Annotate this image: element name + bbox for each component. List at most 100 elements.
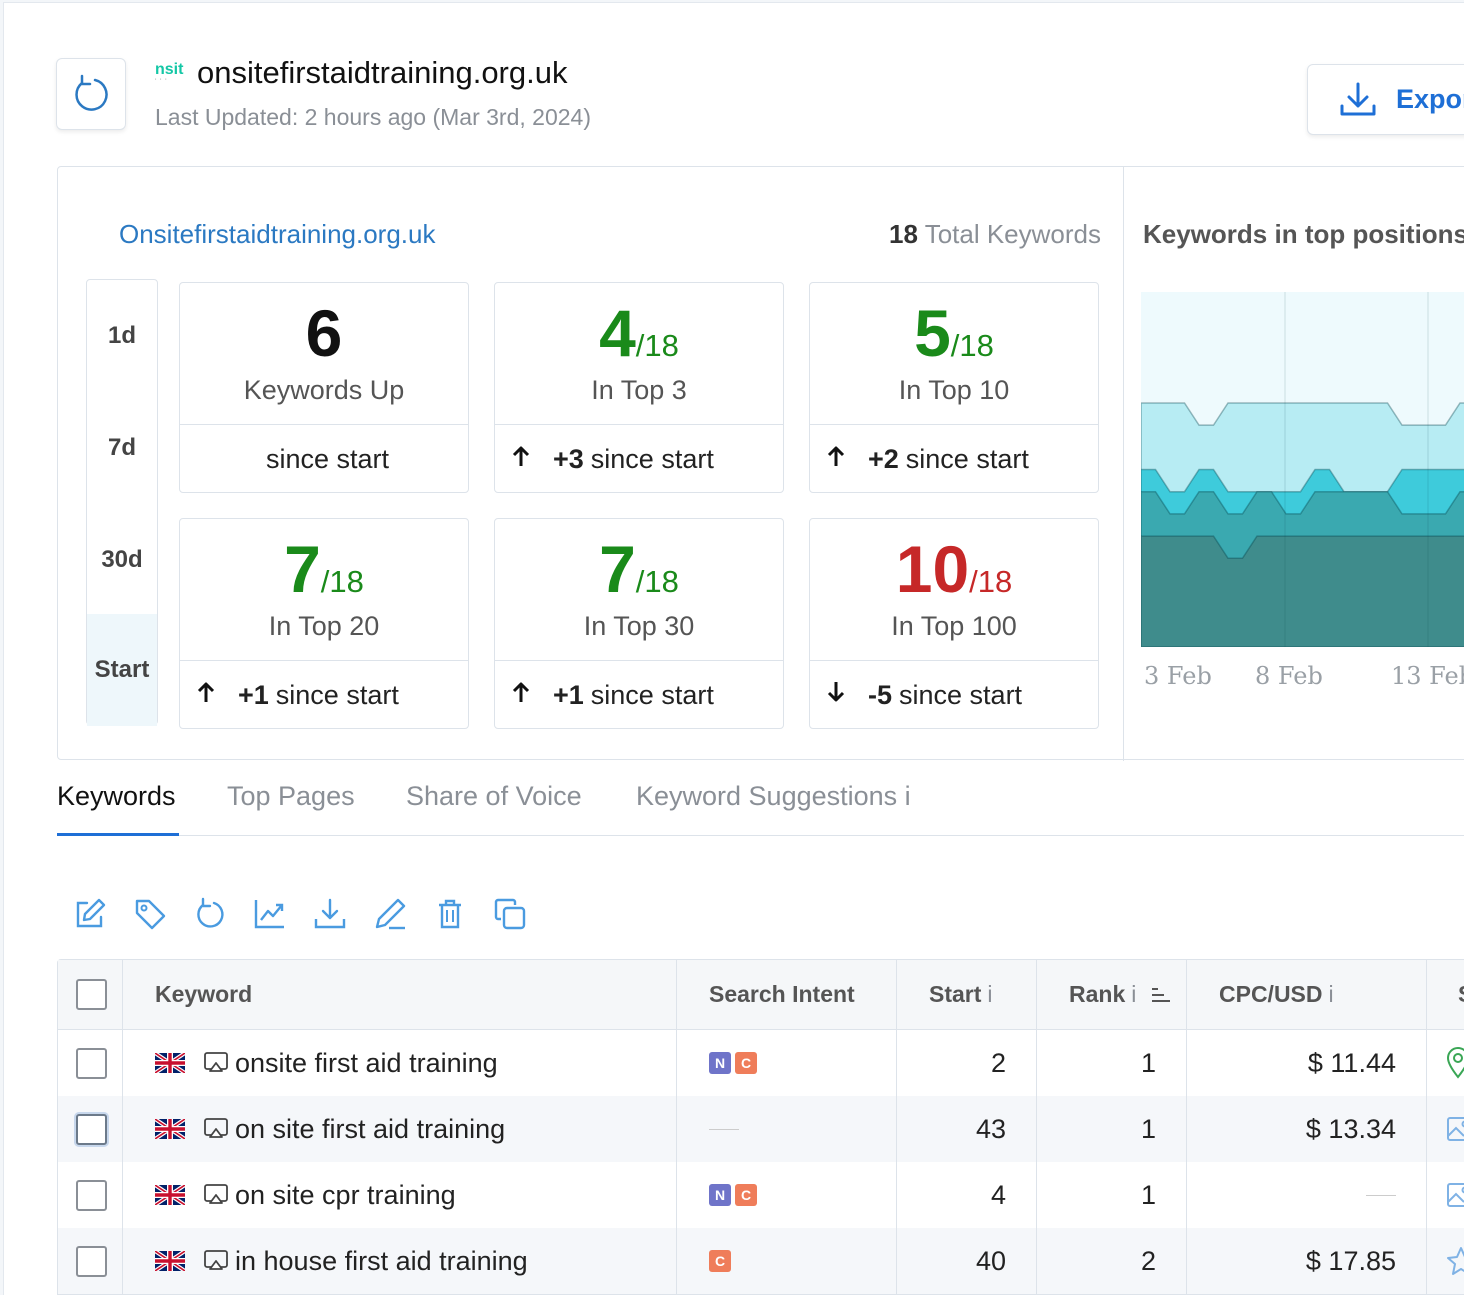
row-select-cell — [76, 1228, 107, 1294]
column-header-search-intent[interactable]: Search Intent — [709, 981, 855, 1007]
row-checkbox[interactable] — [76, 1179, 107, 1211]
stat-card-top: 6 Keywords Up — [180, 283, 468, 425]
start-value: 43 — [975, 1113, 1006, 1144]
tab-top-pages[interactable]: Top Pages — [227, 781, 355, 811]
cpc-value: $ 11.44 — [1307, 1047, 1396, 1078]
total-keywords: 18 Total Keywords — [889, 219, 1101, 250]
image-icon — [1447, 1117, 1464, 1141]
row-select-cell — [76, 1162, 107, 1228]
row-checkbox[interactable] — [76, 1245, 107, 1277]
copy-button[interactable] — [492, 896, 528, 932]
trend-button[interactable] — [252, 896, 288, 932]
keyword-text[interactable]: on site cpr training — [235, 1179, 456, 1210]
column-header-cpc[interactable]: CPC/USD i — [1219, 960, 1334, 1029]
keyword-cell: onsite first aid training — [155, 1030, 498, 1096]
page: nsit · · · onsitefirstaidtraining.org.uk … — [3, 2, 1464, 1295]
download-button[interactable] — [312, 896, 348, 932]
info-icon: i — [904, 781, 911, 811]
uk-flag-icon — [155, 1251, 185, 1271]
row-checkbox[interactable] — [76, 1047, 107, 1079]
stat-change: -5 since start — [810, 661, 1098, 729]
tab-share-of-voice[interactable]: Share of Voice — [406, 781, 582, 811]
arrow-down-icon — [826, 681, 848, 709]
keyword-text[interactable]: onsite first aid training — [235, 1047, 498, 1078]
tag-icon — [135, 899, 166, 930]
export-button[interactable]: Expor — [1307, 64, 1464, 135]
row-select-cell — [76, 1030, 107, 1096]
serp-feature-cell[interactable] — [1446, 1096, 1464, 1162]
keyword-text[interactable]: on site first aid training — [235, 1113, 506, 1144]
stat-since: since start — [265, 443, 390, 474]
table-row[interactable]: on site cpr training N C 4 1 — [58, 1162, 1464, 1228]
serp-feature-cell[interactable] — [1446, 1228, 1464, 1294]
table-row[interactable]: onsite first aid training N C 2 1 $ 11.44 — [58, 1030, 1464, 1096]
trash-icon — [439, 899, 461, 929]
column-header-start[interactable]: Start i — [929, 960, 993, 1029]
stat-change: +1 since start — [495, 661, 783, 729]
domain-link[interactable]: Onsitefirstaidtraining.org.uk — [119, 219, 436, 249]
star-icon — [1447, 1247, 1464, 1275]
page-title: onsitefirstaidtraining.org.uk — [197, 55, 568, 90]
keyword-cell: on site first aid training — [155, 1096, 505, 1162]
cpc-cell — [1186, 1162, 1396, 1228]
keyword-cell: on site cpr training — [155, 1162, 456, 1228]
chart-x-label: 13 Feb — [1391, 662, 1464, 690]
edit-button[interactable] — [72, 896, 108, 932]
tab-keywords[interactable]: Keywords — [57, 781, 179, 836]
stat-number: 4 — [599, 296, 636, 370]
info-icon: i — [1131, 981, 1137, 1007]
keywords-chart — [1141, 292, 1464, 647]
serp-feature-cell[interactable] — [1446, 1030, 1464, 1096]
stat-card-top: 4/18 In Top 3 — [495, 283, 783, 425]
empty-dash — [709, 1128, 739, 1130]
cpc-value: $ 13.34 — [1305, 1113, 1396, 1144]
site-favicon: nsit · · · — [155, 61, 184, 83]
intent-badge: C — [735, 1052, 757, 1074]
stat-delta: +2 — [868, 443, 899, 474]
tag-button[interactable] — [132, 896, 168, 932]
period-30d[interactable]: 30d — [101, 546, 143, 573]
row-checkbox[interactable] — [76, 1113, 107, 1145]
keyword-text[interactable]: in house first aid training — [235, 1245, 528, 1276]
stat-change: +1 since start — [180, 661, 468, 729]
column-header-keyword[interactable]: Keyword — [155, 981, 253, 1007]
column-header-rank[interactable]: Rank i — [1069, 960, 1172, 1029]
delete-button[interactable] — [432, 896, 468, 932]
stat-card-top: 7/18 In Top 30 — [495, 519, 783, 661]
sort-icon — [1152, 987, 1171, 1002]
info-icon: i — [1328, 981, 1334, 1007]
start-value: 4 — [990, 1179, 1006, 1210]
column-header-serp[interactable]: S — [1458, 960, 1464, 1029]
period-selector: 1d 7d 30d Start — [86, 279, 158, 726]
pen-icon — [375, 898, 406, 930]
download-icon — [314, 898, 346, 929]
refresh-button[interactable] — [56, 58, 126, 130]
arrow-up-icon — [826, 445, 848, 473]
refresh-keywords-button[interactable] — [192, 896, 228, 932]
tab-keyword-suggestions[interactable]: Keyword Suggestions i — [636, 781, 911, 836]
uk-flag-icon — [155, 1119, 185, 1139]
period-start[interactable]: Start — [87, 614, 157, 726]
stat-value: 6 — [180, 293, 468, 386]
table-row[interactable]: on site first aid training 43 1 $ 13.34 — [58, 1096, 1464, 1162]
period-7d[interactable]: 7d — [107, 434, 136, 461]
tab-keyword-suggestions-label: Keyword Suggestions — [636, 781, 898, 811]
select-all-checkbox[interactable] — [76, 979, 107, 1010]
stat-since: since start — [899, 679, 1023, 710]
stat-value: 7/18 — [495, 529, 783, 622]
stat-delta: +3 — [553, 443, 584, 474]
total-keywords-count: 18 — [889, 219, 918, 249]
start-value: 40 — [975, 1245, 1006, 1276]
intent-badge: C — [735, 1184, 757, 1206]
rename-button[interactable] — [372, 896, 408, 932]
last-updated-text: Last Updated: 2 hours ago (Mar 3rd, 2024… — [155, 104, 591, 130]
total-keywords-label: Total Keywords — [924, 219, 1101, 249]
uk-flag-icon — [155, 1053, 185, 1073]
table-row[interactable]: in house first aid training C 40 2 $ 17.85 — [58, 1228, 1464, 1294]
rank-label: Rank — [1069, 981, 1126, 1007]
rank-value: 2 — [1140, 1245, 1156, 1276]
stat-delta: -5 — [868, 679, 893, 710]
stat-of-total: /18 — [320, 564, 364, 599]
period-1d[interactable]: 1d — [107, 322, 136, 349]
serp-feature-cell[interactable] — [1446, 1162, 1464, 1228]
